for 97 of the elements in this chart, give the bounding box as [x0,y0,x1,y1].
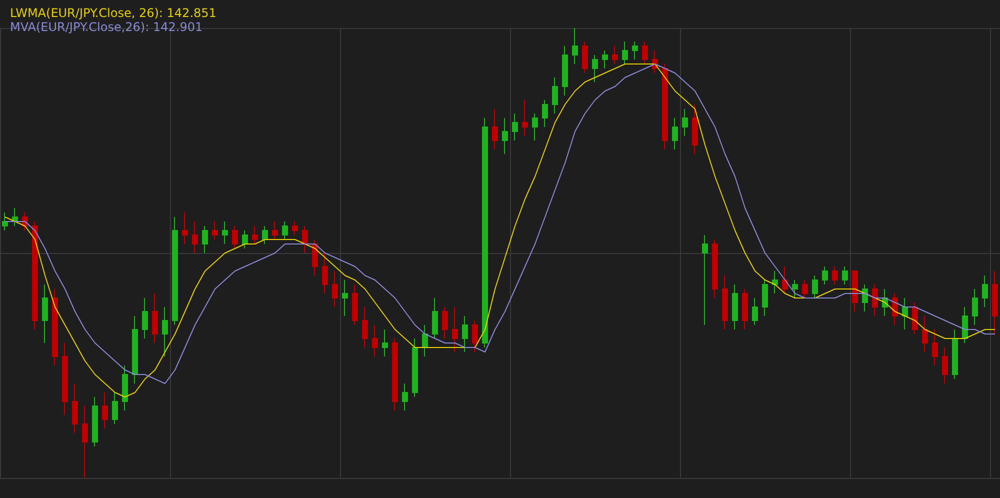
candlestick [802,280,808,298]
candlestick [352,284,358,326]
candlestick [252,226,258,244]
candlestick [552,77,558,114]
candlestick [622,41,628,64]
candlestick [192,221,198,254]
candlestick [682,108,688,136]
candlestick [112,392,118,424]
candlestick [492,108,498,150]
candlestick [702,234,708,326]
candlestick [732,284,738,330]
candlestick [902,298,908,330]
text: LWMA(EUR/JPY.Close, 26): 142.851 [10,6,216,20]
candlestick [182,212,188,244]
candlestick [412,338,418,398]
candlestick [52,288,58,366]
candlestick [642,41,648,64]
candlestick [662,64,668,150]
candlestick [232,226,238,249]
candlestick [992,270,998,334]
candlestick [102,392,108,429]
candlestick [72,383,78,434]
candlestick [362,306,368,348]
candlestick [922,316,928,352]
candlestick [432,298,438,339]
candlestick [932,329,938,366]
candlestick [752,298,758,326]
text: MVA(EUR/JPY.Close,26): 142.901 [10,20,203,34]
candlestick [722,275,728,330]
candlestick [472,320,478,352]
candlestick [852,270,858,312]
candlestick [912,302,918,334]
candlestick [582,41,588,74]
candlestick [142,298,148,339]
candlestick [482,118,488,348]
candlestick [42,284,48,344]
candlestick [372,324,378,357]
candlestick [512,113,518,141]
candlestick [952,329,958,380]
candlestick [162,306,168,357]
candlestick [712,239,718,298]
candlestick [202,226,208,254]
candlestick [262,226,268,244]
candlestick [572,28,578,64]
candlestick [812,275,818,298]
candlestick [602,50,608,69]
candlestick [132,316,138,384]
candlestick [842,266,848,285]
candlestick [772,270,778,294]
candlestick [422,324,428,357]
candlestick [152,293,158,344]
candlestick [172,216,178,326]
candlestick [532,113,538,141]
candlestick [872,284,878,316]
candlestick [522,100,528,136]
candlestick [972,288,978,326]
candlestick [122,365,128,411]
candlestick [82,406,88,478]
candlestick [442,306,448,339]
candlestick [612,46,618,64]
candlestick [692,104,698,154]
candlestick [862,284,868,312]
candlestick [292,221,298,236]
candlestick [742,288,748,330]
candlestick [502,118,508,154]
candlestick [672,118,678,150]
candlestick [392,338,398,411]
candlestick [382,329,388,357]
candlestick [962,306,968,344]
candlestick [222,221,228,244]
candlestick [452,306,458,352]
candlestick [2,212,8,231]
candlestick [982,275,988,308]
candlestick [542,100,548,128]
candlestick [312,239,318,276]
candlestick [792,280,798,298]
candlestick [302,226,308,254]
candlestick [462,316,468,352]
candlestick [342,280,348,316]
candlestick [32,221,38,330]
candlestick [822,266,828,285]
candlestick [242,230,248,249]
candlestick [832,266,838,285]
candlestick [332,270,338,308]
candlestick [782,266,788,294]
candlestick [212,221,218,240]
candlestick [562,46,568,96]
candlestick [322,252,328,294]
candlestick [92,396,98,447]
candlestick [592,54,598,82]
candlestick [402,383,408,411]
candlestick [272,221,278,240]
candlestick [942,347,948,384]
candlestick [282,221,288,240]
candlestick [762,280,768,316]
candlestick [632,41,638,60]
candlestick [62,342,68,416]
